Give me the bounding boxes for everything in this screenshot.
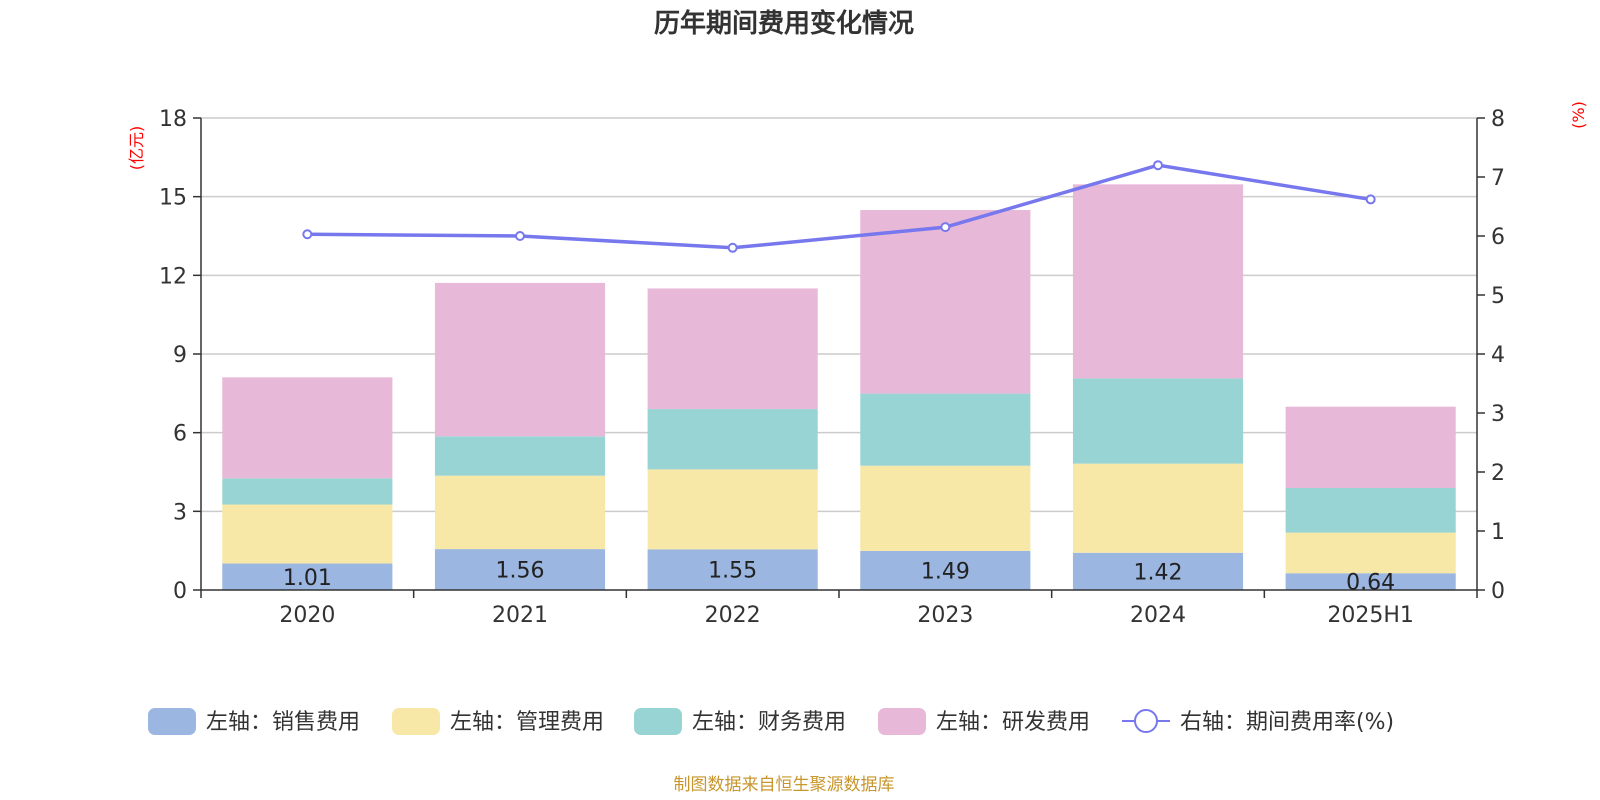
right-axis-tick-label: 8 <box>1491 107 1505 132</box>
x-axis-tick-label: 2020 <box>279 603 335 628</box>
data-label: 1.42 <box>1134 560 1183 585</box>
bar-segment <box>1285 406 1456 488</box>
legend-label: 左轴：研发费用 <box>936 710 1090 735</box>
bar-segment <box>1072 184 1244 379</box>
bar-segment <box>1072 463 1244 553</box>
bar-segment <box>434 475 606 550</box>
legend-marker <box>1134 709 1158 733</box>
right-axis-tick-label: 1 <box>1491 520 1505 545</box>
legend-swatch <box>634 708 682 735</box>
bar-stacks <box>222 184 1456 590</box>
grid-lines <box>201 117 1477 513</box>
bar-segment <box>860 550 1031 590</box>
rate-line-path <box>307 163 1371 250</box>
chart-title: 历年期间费用变化情况 <box>654 8 914 39</box>
bar-segment <box>860 393 1031 466</box>
left-axis-tick-label: 15 <box>159 186 187 211</box>
right-axis-tick-label: 5 <box>1491 284 1505 309</box>
x-axis-tick-label: 2022 <box>705 603 761 628</box>
right-axis-unit: (%) <box>1569 101 1588 129</box>
data-label: 1.55 <box>708 559 757 584</box>
left-axis-tick-label: 9 <box>173 343 187 368</box>
bar-segment <box>1285 573 1456 590</box>
bar-segment <box>434 282 606 437</box>
left-axis-tick-label: 18 <box>159 107 187 132</box>
left-axis-tick-label: 12 <box>159 264 187 289</box>
bar-segment <box>860 465 1031 551</box>
bar-segment <box>222 377 393 479</box>
data-label: 1.56 <box>496 559 545 584</box>
bar-segment <box>647 549 818 590</box>
left-axis-tick-label: 0 <box>173 579 187 604</box>
legend-label: 左轴：财务费用 <box>692 710 846 735</box>
bar-segment <box>434 549 606 590</box>
bar-segment <box>222 504 393 564</box>
legend-label: 左轴：销售费用 <box>206 710 360 735</box>
bar-segment <box>1072 378 1244 464</box>
bar-segment <box>1285 532 1456 574</box>
bar-segment <box>647 288 818 410</box>
legend: 左轴：销售费用 左轴：管理费用 左轴：财务费用 左轴：研发费用 右轴：期间费用率(%) <box>148 708 1394 735</box>
bar-segment <box>222 478 393 505</box>
bar-segment <box>222 563 393 590</box>
legend-label: 右轴：期间费用率(%) <box>1180 710 1394 735</box>
legend-label: 左轴：管理费用 <box>450 710 604 735</box>
x-axis-tick-label: 2021 <box>492 603 548 628</box>
legend-swatch <box>148 708 196 735</box>
source-note: 制图数据来自恒生聚源数据库 <box>674 775 895 795</box>
rate-line <box>302 160 1376 253</box>
left-axis-tick-label: 6 <box>173 422 187 447</box>
bar-segment <box>647 409 818 470</box>
right-axis-tick-label: 6 <box>1491 225 1505 250</box>
rate-point <box>515 231 525 241</box>
data-label: 0.64 <box>1346 571 1395 596</box>
right-axis-tick-label: 0 <box>1491 579 1505 604</box>
bar-segment <box>860 210 1031 394</box>
right-axis-tick-label: 7 <box>1491 166 1505 191</box>
legend-swatch <box>878 708 926 735</box>
legend-swatch <box>392 708 440 735</box>
rate-point <box>940 222 951 233</box>
rate-point <box>302 229 313 240</box>
data-labels: 1.01 1.56 1.55 1.49 1.42 0.64 <box>283 559 1395 596</box>
rate-point <box>1365 194 1376 205</box>
x-axis-tick-label: 2025H1 <box>1327 603 1414 628</box>
bar-segment <box>434 436 606 476</box>
data-label: 1.49 <box>921 559 970 584</box>
left-axis-tick-label: 3 <box>173 500 187 525</box>
rate-point <box>1153 160 1163 171</box>
bar-segment <box>647 469 818 550</box>
bar-segment <box>1285 487 1456 533</box>
right-axis-tick-label: 2 <box>1491 461 1505 486</box>
right-axis-tick-label: 3 <box>1491 402 1505 427</box>
rate-point <box>727 242 738 253</box>
right-axis-tick-label: 4 <box>1491 343 1505 368</box>
left-axis-unit: (亿元) <box>127 126 146 171</box>
x-axis-tick-label: 2024 <box>1130 603 1186 628</box>
data-label: 1.01 <box>283 566 332 591</box>
bar-segment <box>1072 552 1244 590</box>
x-axis-tick-label: 2023 <box>917 603 973 628</box>
